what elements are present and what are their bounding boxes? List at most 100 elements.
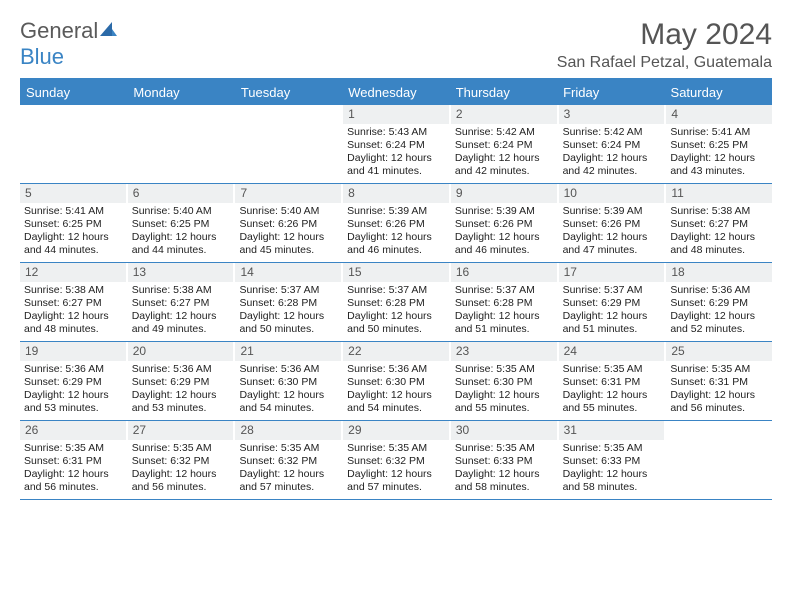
day-sunrise: Sunrise: 5:37 AM xyxy=(347,284,445,297)
day-sunrise: Sunrise: 5:37 AM xyxy=(239,284,337,297)
day-sunset: Sunset: 6:31 PM xyxy=(24,455,122,468)
day-cell: 28 Sunrise: 5:35 AMSunset: 6:32 PMDayligh… xyxy=(235,421,341,499)
day-body: Sunrise: 5:37 AMSunset: 6:28 PMDaylight:… xyxy=(343,284,449,337)
day-cell: 11Sunrise: 5:38 AMSunset: 6:27 PMDayligh… xyxy=(666,184,772,262)
day-sunrise: Sunrise: 5:37 AM xyxy=(563,284,661,297)
day-number: 9 xyxy=(451,184,557,203)
day-daylight1: Daylight: 12 hours xyxy=(347,231,445,244)
day-daylight1: Daylight: 12 hours xyxy=(132,231,230,244)
day-cell: 10Sunrise: 5:39 AMSunset: 6:26 PMDayligh… xyxy=(559,184,665,262)
day-daylight2: and 47 minutes. xyxy=(563,244,661,257)
day-sunset: Sunset: 6:29 PM xyxy=(563,297,661,310)
day-sunrise: Sunrise: 5:36 AM xyxy=(132,363,230,376)
day-sunrise: Sunrise: 5:35 AM xyxy=(347,442,445,455)
day-number: 28 xyxy=(235,421,341,440)
week-row: 26Sunrise: 5:35 AMSunset: 6:31 PMDayligh… xyxy=(20,421,772,500)
day-sunrise: Sunrise: 5:42 AM xyxy=(563,126,661,139)
day-sunset: Sunset: 6:29 PM xyxy=(24,376,122,389)
day-number: 13 xyxy=(128,263,234,282)
day-number: 18 xyxy=(666,263,772,282)
day-sunset: Sunset: 6:24 PM xyxy=(563,139,661,152)
day-number: 8 xyxy=(343,184,449,203)
day-header-sun: Sunday xyxy=(20,80,127,105)
day-header-mon: Monday xyxy=(127,80,234,105)
logo-word-1: General xyxy=(20,18,98,43)
day-daylight2: and 56 minutes. xyxy=(24,481,122,494)
day-body: Sunrise: 5:35 AMSunset: 6:32 PMDaylight:… xyxy=(128,442,234,495)
day-header-wed: Wednesday xyxy=(342,80,449,105)
day-daylight1: Daylight: 12 hours xyxy=(24,468,122,481)
day-sunset: Sunset: 6:29 PM xyxy=(132,376,230,389)
day-body: Sunrise: 5:35 AMSunset: 6:32 PMDaylight:… xyxy=(235,442,341,495)
day-body: Sunrise: 5:36 AMSunset: 6:29 PMDaylight:… xyxy=(128,363,234,416)
day-sunrise: Sunrise: 5:39 AM xyxy=(455,205,553,218)
day-body: Sunrise: 5:35 AMSunset: 6:31 PMDaylight:… xyxy=(666,363,772,416)
day-cell: 14Sunrise: 5:37 AMSunset: 6:28 PMDayligh… xyxy=(235,263,341,341)
day-sunrise: Sunrise: 5:39 AM xyxy=(563,205,661,218)
day-body: Sunrise: 5:41 AMSunset: 6:25 PMDaylight:… xyxy=(666,126,772,179)
day-sunset: Sunset: 6:26 PM xyxy=(239,218,337,231)
day-daylight2: and 56 minutes. xyxy=(670,402,768,415)
day-sunrise: Sunrise: 5:42 AM xyxy=(455,126,553,139)
day-daylight1: Daylight: 12 hours xyxy=(24,231,122,244)
day-sunrise: Sunrise: 5:36 AM xyxy=(239,363,337,376)
day-number: 12 xyxy=(20,263,126,282)
day-daylight2: and 55 minutes. xyxy=(455,402,553,415)
day-cell: 29Sunrise: 5:35 AMSunset: 6:32 PMDayligh… xyxy=(343,421,449,499)
day-daylight1: Daylight: 12 hours xyxy=(239,389,337,402)
day-daylight1: Daylight: 12 hours xyxy=(563,389,661,402)
day-sunset: Sunset: 6:31 PM xyxy=(670,376,768,389)
day-number: 10 xyxy=(559,184,665,203)
week-row: 12Sunrise: 5:38 AMSunset: 6:27 PMDayligh… xyxy=(20,263,772,342)
day-daylight2: and 53 minutes. xyxy=(24,402,122,415)
month-title: May 2024 xyxy=(557,18,772,52)
day-sunrise: Sunrise: 5:35 AM xyxy=(239,442,337,455)
title-block: May 2024 San Rafael Petzal, Guatemala xyxy=(557,18,772,72)
day-daylight1: Daylight: 12 hours xyxy=(347,310,445,323)
day-body: Sunrise: 5:38 AMSunset: 6:27 PMDaylight:… xyxy=(128,284,234,337)
day-number: 19 xyxy=(20,342,126,361)
day-body: Sunrise: 5:35 AMSunset: 6:32 PMDaylight:… xyxy=(343,442,449,495)
day-daylight2: and 50 minutes. xyxy=(239,323,337,336)
day-daylight1: Daylight: 12 hours xyxy=(455,468,553,481)
day-sunrise: Sunrise: 5:35 AM xyxy=(563,442,661,455)
day-daylight1: Daylight: 12 hours xyxy=(670,389,768,402)
day-daylight1: Daylight: 12 hours xyxy=(347,389,445,402)
day-daylight1: Daylight: 12 hours xyxy=(670,152,768,165)
location-text: San Rafael Petzal, Guatemala xyxy=(557,54,772,72)
day-daylight2: and 54 minutes. xyxy=(239,402,337,415)
day-cell: 6Sunrise: 5:40 AMSunset: 6:25 PMDaylight… xyxy=(128,184,234,262)
day-number: 24 xyxy=(559,342,665,361)
day-cell: 22Sunrise: 5:36 AMSunset: 6:30 PMDayligh… xyxy=(343,342,449,420)
day-number: 1 xyxy=(343,105,449,124)
day-daylight2: and 51 minutes. xyxy=(455,323,553,336)
day-cell: 15 Sunrise: 5:37 AMSunset: 6:28 PMDayligh… xyxy=(343,263,449,341)
day-daylight1: Daylight: 12 hours xyxy=(347,152,445,165)
day-cell xyxy=(20,105,126,183)
day-sunset: Sunset: 6:33 PM xyxy=(563,455,661,468)
day-cell: 13 Sunrise: 5:38 AMSunset: 6:27 PMDayligh… xyxy=(128,263,234,341)
day-sunrise: Sunrise: 5:37 AM xyxy=(455,284,553,297)
day-sunrise: Sunrise: 5:35 AM xyxy=(132,442,230,455)
day-sunset: Sunset: 6:25 PM xyxy=(670,139,768,152)
day-header-sat: Saturday xyxy=(665,80,772,105)
day-number: 7 xyxy=(235,184,341,203)
calendar: Sunday Monday Tuesday Wednesday Thursday… xyxy=(20,78,772,500)
day-sunrise: Sunrise: 5:40 AM xyxy=(132,205,230,218)
day-number: 15 xyxy=(343,263,449,282)
day-cell xyxy=(128,105,234,183)
day-sunset: Sunset: 6:24 PM xyxy=(455,139,553,152)
day-daylight2: and 57 minutes. xyxy=(239,481,337,494)
day-cell: 30Sunrise: 5:35 AMSunset: 6:33 PMDayligh… xyxy=(451,421,557,499)
day-sunset: Sunset: 6:26 PM xyxy=(563,218,661,231)
day-body: Sunrise: 5:39 AMSunset: 6:26 PMDaylight:… xyxy=(451,205,557,258)
day-daylight1: Daylight: 12 hours xyxy=(239,468,337,481)
week-row: 1Sunrise: 5:43 AMSunset: 6:24 PMDaylight… xyxy=(20,105,772,184)
day-daylight2: and 57 minutes. xyxy=(347,481,445,494)
day-number: 5 xyxy=(20,184,126,203)
logo-sail-icon xyxy=(98,18,118,44)
day-cell: 5Sunrise: 5:41 AMSunset: 6:25 PMDaylight… xyxy=(20,184,126,262)
day-body: Sunrise: 5:37 AMSunset: 6:28 PMDaylight:… xyxy=(451,284,557,337)
day-body: Sunrise: 5:35 AMSunset: 6:33 PMDaylight:… xyxy=(559,442,665,495)
day-body: Sunrise: 5:35 AMSunset: 6:33 PMDaylight:… xyxy=(451,442,557,495)
